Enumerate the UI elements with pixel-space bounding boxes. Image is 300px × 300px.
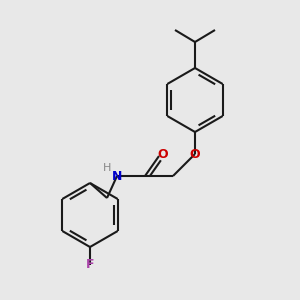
- Text: O: O: [190, 148, 200, 160]
- Text: H: H: [103, 163, 111, 173]
- Text: F: F: [86, 259, 94, 272]
- Text: N: N: [112, 169, 122, 182]
- Text: O: O: [158, 148, 168, 160]
